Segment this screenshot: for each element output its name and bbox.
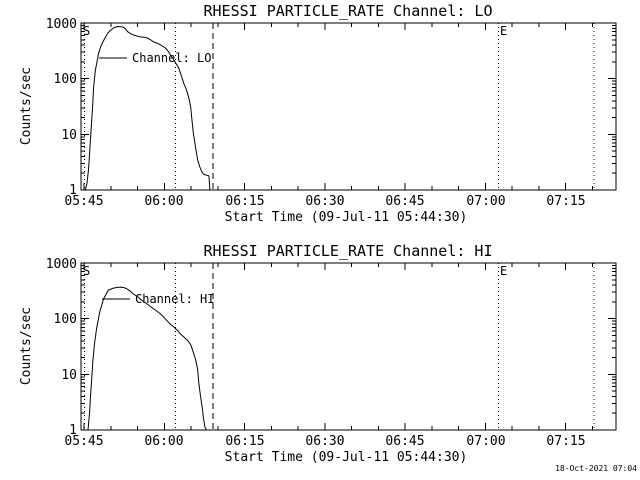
panel-lo-ytick-1: 1 xyxy=(69,183,77,198)
panel-hi-xtick-0545: 05:45 xyxy=(64,434,103,449)
panel-lo-ytick-10: 10 xyxy=(61,128,77,143)
panel-hi-flare-end-marker: E xyxy=(500,264,507,278)
panel-hi-y-axis-label: Counts/sec xyxy=(19,307,34,385)
panel-hi: RHESSI PARTICLE_RATE Channel: HI Counts/… xyxy=(19,242,617,465)
panel-lo-xtick-0715: 07:15 xyxy=(546,194,585,209)
panel-hi-xtick-0645: 06:45 xyxy=(385,434,424,449)
panel-hi-xtick-0700: 07:00 xyxy=(466,434,505,449)
panel-lo-legend-label: Channel: LO xyxy=(132,51,211,65)
panel-hi-x-axis-label: Start Time (09-Jul-11 05:44:30) xyxy=(225,450,468,465)
panel-hi-flare-start-marker: S xyxy=(83,264,90,278)
panel-lo-xtick-0545: 05:45 xyxy=(64,194,103,209)
panel-lo-ytick-1000: 1000 xyxy=(46,17,77,32)
panel-hi-ytick-1000: 1000 xyxy=(46,257,77,272)
panel-hi-title: RHESSI PARTICLE_RATE Channel: HI xyxy=(204,242,493,260)
plot-render-timestamp: 18-Oct-2021 07:04 xyxy=(555,464,637,473)
panel-hi-xtick-0715: 07:15 xyxy=(546,434,585,449)
panel-hi-xtick-0615: 06:15 xyxy=(225,434,264,449)
panel-lo-xtick-0645: 06:45 xyxy=(385,194,424,209)
panel-lo-y-axis-label: Counts/sec xyxy=(19,67,34,145)
panel-lo-plot-box xyxy=(80,22,617,191)
panel-hi-xtick-0630: 06:30 xyxy=(305,434,344,449)
panel-hi-ytick-100: 100 xyxy=(54,312,77,327)
panel-lo-x-axis-label: Start Time (09-Jul-11 05:44:30) xyxy=(225,210,468,225)
panel-lo-title: RHESSI PARTICLE_RATE Channel: LO xyxy=(204,2,493,20)
panel-lo-axis-ticks xyxy=(81,22,616,191)
panel-lo-xtick-0700: 07:00 xyxy=(466,194,505,209)
panel-lo-event-marker-lines xyxy=(84,23,595,190)
panel-lo-xtick-0615: 06:15 xyxy=(225,194,264,209)
panel-lo-flare-start-marker: S xyxy=(83,24,90,38)
panel-lo-ytick-100: 100 xyxy=(54,72,77,87)
panel-hi-event-marker-lines xyxy=(84,263,595,430)
panel-hi-data-curve xyxy=(87,286,208,431)
panel-hi-ytick-1: 1 xyxy=(69,423,77,438)
panel-lo-xtick-0630: 06:30 xyxy=(305,194,344,209)
panel-lo-xtick-0600: 06:00 xyxy=(144,194,183,209)
panel-lo: RHESSI PARTICLE_RATE Channel: LO Counts/… xyxy=(19,2,617,225)
panel-hi-xtick-0600: 06:00 xyxy=(144,434,183,449)
panel-hi-ytick-10: 10 xyxy=(61,368,77,383)
panel-hi-axis-ticks xyxy=(81,262,616,431)
panel-hi-legend-label: Channel: HI xyxy=(135,292,214,306)
panel-lo-data-curve xyxy=(84,26,211,191)
panel-lo-flare-end-marker: E xyxy=(500,24,507,38)
panel-hi-plot-box xyxy=(80,262,617,431)
